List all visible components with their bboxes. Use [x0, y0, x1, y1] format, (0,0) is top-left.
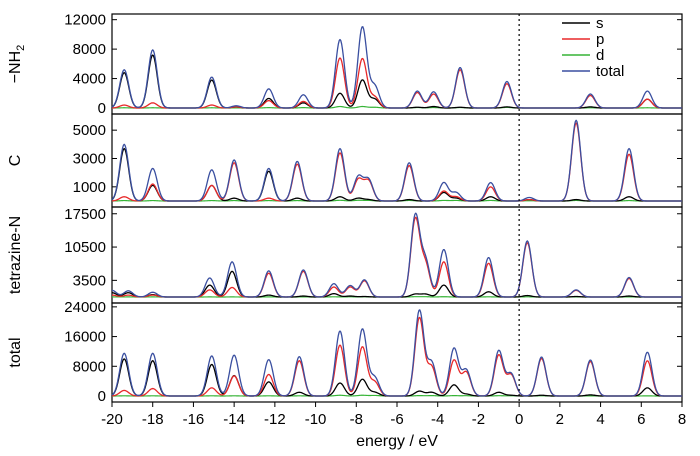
series-s-line	[111, 358, 682, 397]
y-tick-label: 8000	[73, 358, 106, 375]
panel-frame	[111, 206, 683, 304]
panel-1: 1000 3000 5000 C	[7, 113, 683, 208]
legend-label: s	[596, 15, 604, 32]
panel-label: total	[7, 337, 24, 367]
y-tick-label: 12000	[64, 12, 106, 29]
y-tick-label: 3000	[73, 151, 106, 168]
panel-frame	[111, 302, 683, 403]
y-tick-label: 5000	[73, 122, 106, 139]
y-tick-label: 3500	[73, 272, 106, 289]
x-tick-label: -8	[350, 411, 363, 428]
x-tick-label: 8	[678, 411, 686, 428]
x-tick-label: -18	[142, 411, 164, 428]
y-tick-label: 0	[98, 388, 106, 405]
y-tick-label: 1000	[73, 179, 106, 196]
legend-label: total	[596, 63, 624, 80]
panel-0: 0 4000 8000 12000 −NH2	[7, 12, 683, 117]
legend-label: d	[596, 47, 604, 64]
series-total-line	[111, 212, 682, 298]
x-axis-title: energy / eV	[356, 433, 438, 450]
x-tick-label: -14	[223, 411, 245, 428]
x-tick-label: 4	[596, 411, 604, 428]
x-tick-label: -6	[390, 411, 403, 428]
series-total-line	[111, 26, 682, 109]
panel-2: 3500 10500 17500 tetrazine-N	[7, 206, 683, 304]
y-tick-label: 17500	[64, 206, 106, 223]
series-total-line	[111, 119, 682, 202]
y-tick-label: 24000	[64, 299, 106, 316]
panel-label: tetrazine-N	[7, 216, 24, 294]
series-p-line	[111, 216, 682, 298]
x-tick-label: -16	[183, 411, 205, 428]
panel-label: C	[7, 155, 24, 167]
x-tick-label: 6	[637, 411, 645, 428]
series-p-line	[111, 122, 682, 202]
legend-label: p	[596, 31, 604, 48]
series-s-line	[111, 147, 682, 202]
x-tick-label: -12	[264, 411, 286, 428]
y-tick-label: 10500	[64, 239, 106, 256]
x-tick-label: -2	[472, 411, 485, 428]
x-tick-label: 0	[515, 411, 523, 428]
panel-3: 0 8000 16000 24000 total	[7, 299, 683, 405]
x-tick-label: -20	[101, 411, 123, 428]
y-tick-label: 0	[98, 100, 106, 117]
y-tick-label: 16000	[64, 329, 106, 346]
panels-layer: 0 4000 8000 12000 −NH2 1000 3000 5000 C 3500 10500…	[7, 12, 683, 405]
x-tick-label: 2	[556, 411, 564, 428]
series-total-line	[111, 309, 682, 397]
y-tick-label: 4000	[73, 71, 106, 88]
x-axis: -20 -18 -16 -14 -12 -10 -8 -6 -4 -2 0 2 4 6 8	[101, 402, 686, 428]
panel-frame	[111, 113, 683, 208]
y-tick-label: 8000	[73, 41, 106, 58]
series-s-line	[111, 270, 682, 298]
panel-label: −NH2	[7, 45, 27, 84]
x-tick-label: -4	[431, 411, 444, 428]
x-tick-label: -10	[305, 411, 327, 428]
